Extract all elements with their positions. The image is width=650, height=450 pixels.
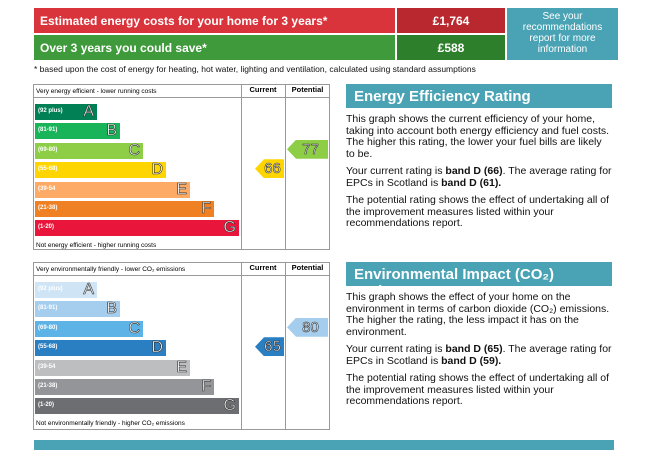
column-head: Potential <box>291 85 324 94</box>
rating-band: (69-80) C <box>35 319 143 337</box>
band-range: (55-68) <box>38 344 58 351</box>
rating-band: (81-91) B <box>35 300 120 318</box>
header-line <box>33 275 330 276</box>
column-head: Current <box>249 263 277 272</box>
rating-band: (21-38) F <box>35 200 214 218</box>
band-letter: B <box>106 300 117 318</box>
chart-frame <box>33 262 330 430</box>
rating-band: (1-20) G <box>35 219 239 237</box>
band-range: (92 plus) <box>38 108 63 114</box>
band-range: (39-54 <box>38 185 56 192</box>
top-label: Very environmentally friendly - lower CO… <box>36 266 186 273</box>
text: . The average rating for EPCs in Scotlan… <box>346 165 612 189</box>
band-letter: C <box>128 319 140 337</box>
bold-text: band D (65) <box>445 343 503 355</box>
paragraph: This graph shows the effect of your home… <box>346 291 612 338</box>
paragraph: The potential rating shows the effect of… <box>346 194 612 230</box>
current-rating: 65 <box>255 337 284 357</box>
rating-band: (55-68) D <box>35 161 166 179</box>
band-range: (1-20) <box>38 224 55 231</box>
top-label: Very energy efficient - lower running co… <box>36 88 157 95</box>
paragraph: Your current rating is band D (66). The … <box>346 165 612 189</box>
band-letter: D <box>151 339 163 357</box>
recommendations-link[interactable]: See your recommendations report for more… <box>507 8 618 60</box>
saving-value: £588 <box>397 35 505 60</box>
text: Your current rating is <box>346 343 446 355</box>
potential-rating: 80 <box>287 317 328 337</box>
section-title: Energy Efficiency Rating <box>346 84 612 108</box>
band-letter: E <box>176 358 187 376</box>
band-letter: G <box>223 219 236 237</box>
band-range: (92 plus) <box>38 286 63 292</box>
band-letter: F <box>201 200 211 218</box>
section-text: This graph shows the effect of your home… <box>346 291 612 414</box>
rating-band: (92 plus) A <box>35 103 97 121</box>
band-letter: D <box>151 161 163 179</box>
bold-text: band D (59). <box>441 354 502 367</box>
paragraph: This graph shows the current efficiency … <box>346 113 612 160</box>
rating-band: (39-54 E <box>35 358 190 376</box>
text: This graph shows the current efficiency … <box>346 113 610 160</box>
band-range: (69-80) <box>38 324 58 331</box>
section-title: Environmental Impact (CO₂) Rating <box>346 262 612 300</box>
text: This graph shows the effect of your home… <box>346 291 610 338</box>
band-range: (39-54 <box>38 363 56 370</box>
band-range: (69-80) <box>38 146 58 153</box>
band-letter: A <box>83 103 94 121</box>
band-letter: F <box>201 378 211 396</box>
column-head: Potential <box>291 263 324 272</box>
band-range: (21-38) <box>38 383 58 389</box>
column-head: Current <box>249 85 277 94</box>
column-divider <box>241 262 242 430</box>
header-line <box>33 97 330 98</box>
paragraph: Your current rating is band D (65). The … <box>346 343 612 367</box>
cost-value: £1,764 <box>397 8 505 33</box>
text: Your current rating is <box>346 165 446 177</box>
band-range: (81-91) <box>38 127 58 134</box>
rating-band: (55-68) D <box>35 339 166 357</box>
band-letter: E <box>176 180 187 198</box>
band-range: (55-68) <box>38 166 58 173</box>
column-divider <box>241 84 242 250</box>
paragraph: The potential rating shows the effect of… <box>346 372 612 408</box>
rating-band: (39-54 E <box>35 180 190 198</box>
band-letter: G <box>223 397 236 415</box>
footnote: * based upon the cost of energy for heat… <box>34 64 476 74</box>
band-letter: C <box>128 141 140 159</box>
band-range: (21-38) <box>38 205 58 211</box>
band-letter: A <box>83 281 94 299</box>
column-divider <box>285 84 286 250</box>
saving-label: Over 3 years you could save* <box>34 35 395 60</box>
column-divider <box>285 262 286 430</box>
rating-band: (1-20) G <box>35 397 239 415</box>
text: . The average rating for EPCs in Scotlan… <box>346 343 612 367</box>
bottom-label: Not energy efficient - higher running co… <box>36 241 157 249</box>
bold-text: band D (66) <box>445 165 503 177</box>
band-letter: B <box>106 122 117 140</box>
rating-band: (69-80) C <box>35 141 143 159</box>
band-range: (81-91) <box>38 305 58 312</box>
rating-band: (81-91) B <box>35 122 120 140</box>
bottom-label: Not environmentally friendly - higher CO… <box>36 419 185 427</box>
current-rating: 66 <box>255 159 284 179</box>
text: The potential rating shows the effect of… <box>346 194 610 229</box>
bold-text: band D (61). <box>441 176 502 189</box>
section-text: This graph shows the current efficiency … <box>346 113 612 236</box>
potential-rating: 77 <box>287 139 328 159</box>
rating-band: (21-38) F <box>35 378 214 396</box>
chart-frame <box>33 84 330 250</box>
band-range: (1-20) <box>38 402 55 409</box>
rating-band: (92 plus) A <box>35 281 97 299</box>
text: The potential rating shows the effect of… <box>346 372 610 407</box>
cost-label: Estimated energy costs for your home for… <box>34 8 395 33</box>
section-bar <box>34 440 614 450</box>
